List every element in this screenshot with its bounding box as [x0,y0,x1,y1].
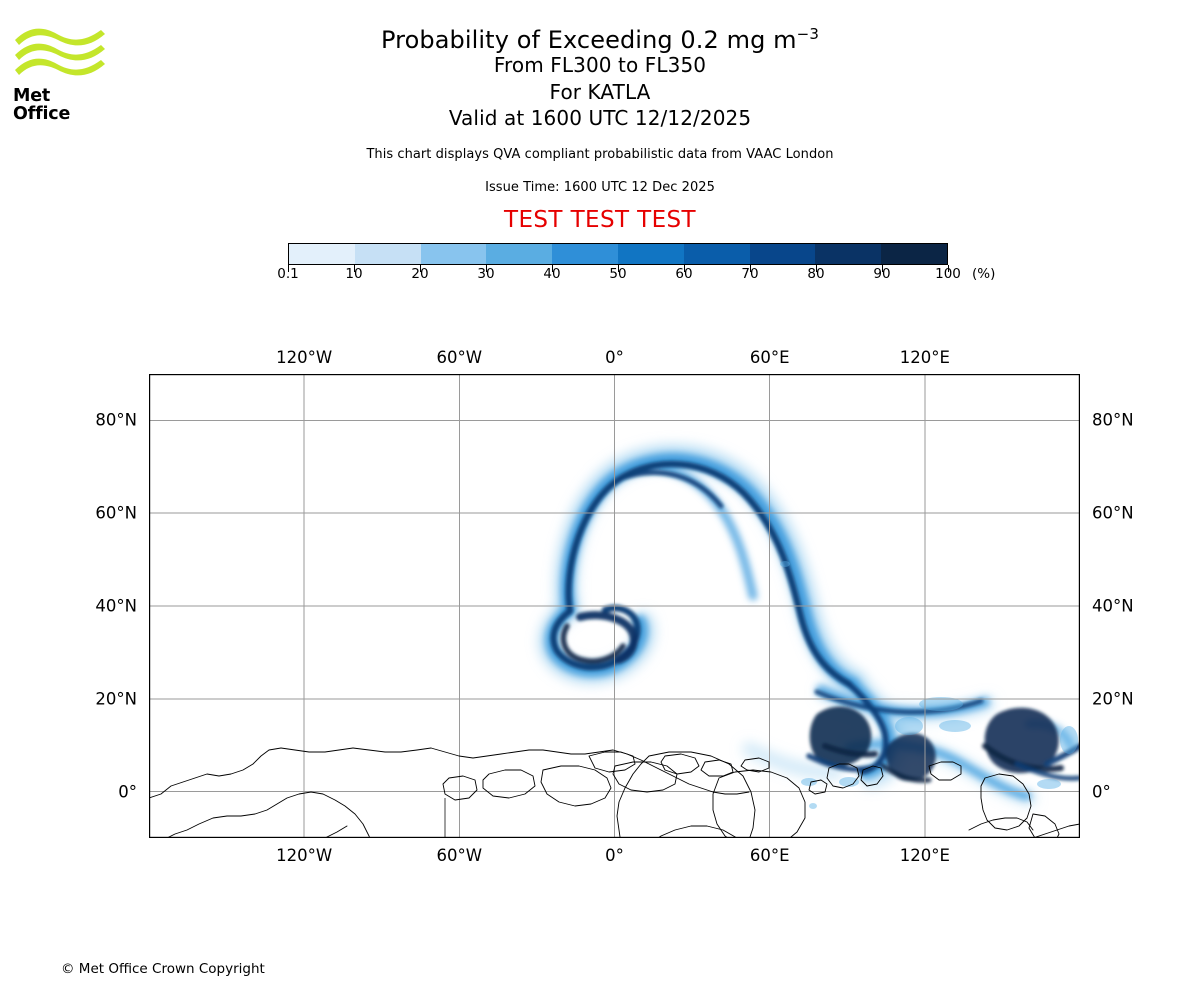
axis-label-left-80°N: 80°N [95,410,137,430]
colorbar-segment-6 [683,244,750,264]
world-map [149,374,1080,838]
colorbar-tick-40 [552,265,553,272]
subtitle-valid-time: Valid at 1600 UTC 12/12/2025 [448,106,752,130]
met-office-wave-icon [15,28,105,76]
colorbar-tick-100 [948,265,949,272]
colorbar-tick-label-100: 100 [935,266,961,282]
copyright-notice: © Met Office Crown Copyright [61,961,265,977]
axis-label-top-120°E: 120°E [899,348,950,367]
axis-label-left-0°: 0° [118,782,137,802]
colorbar-tick-labels: 0.1 10 20 30 40 50 60 70 80 90 100 [0,266,1200,286]
colorbar-segment-5 [617,244,684,264]
colorbar-tick-label-10: 10 [345,266,363,282]
colorbar-segment-7 [749,244,816,264]
colorbar-tick-90 [882,265,883,272]
issue-time: Issue Time: 1600 UTC 12 Dec 2025 [485,179,715,195]
met-office-logo [13,24,108,116]
colorbar-tick-label-90: 90 [873,266,891,282]
coastlines [149,747,1080,838]
colorbar-tick-60 [684,265,685,272]
colorbar-tick-70 [750,265,751,272]
axis-label-bottom-120°W: 120°W [276,846,333,865]
colorbar-tick-10 [354,265,355,272]
colorbar-tick-label-50: 50 [609,266,627,282]
colorbar-segment-2 [420,244,487,264]
test-banner: TEST TEST TEST [504,206,696,233]
axis-label-bottom-60°W: 60°W [436,846,483,865]
subtitle-flight-levels: From FL300 to FL350 [493,53,707,77]
axis-label-top-0°: 0° [605,348,624,367]
colorbar-tick-label-30: 30 [477,266,495,282]
axis-label-top-120°W: 120°W [276,348,333,367]
map-frame-border [149,374,1080,838]
colorbar-tick-20 [420,265,421,272]
colorbar-tick-label-80: 80 [807,266,825,282]
colorbar-segment-4 [552,244,618,264]
page-title: Probability of Exceeding 0.2 mg m−3 [0,0,1200,54]
colorbar-tick-label-20: 20 [411,266,429,282]
axis-label-top-60°E: 60°E [749,348,790,367]
colorbar-tick-80 [816,265,817,272]
colorbar-segment-3 [486,244,553,264]
axis-label-right-0°: 0° [1092,782,1111,802]
met-office-logo-text: Met Office [13,86,71,124]
colorbar-tick-30 [486,265,487,272]
chart-note: This chart displays QVA compliant probab… [366,146,834,162]
axis-label-bottom-60°E: 60°E [749,846,790,865]
colorbar-tick-label-70: 70 [741,266,759,282]
colorbar-segment-9 [881,244,947,264]
page-title-exponent: −3 [796,25,819,43]
country-borders [444,798,446,838]
page-title-text: Probability of Exceeding 0.2 mg m [381,26,797,54]
colorbar-segment-8 [815,244,882,264]
map-gridlines [149,374,1080,838]
colorbar-segment-1 [354,244,421,264]
axis-label-right-40°N: 40°N [1092,596,1134,616]
axis-label-bottom-120°E: 120°E [899,846,950,865]
colorbar-tick-50 [618,265,619,272]
axis-label-left-20°N: 20°N [95,689,137,709]
axis-label-right-20°N: 20°N [1092,689,1134,709]
colorbar-tick-label-0.1: 0.1 [277,266,299,282]
colorbar-segment-0 [289,244,355,264]
colorbar-tick-label-40: 40 [543,266,561,282]
colorbar-unit-label: (%) [972,266,996,282]
colorbar [288,243,948,265]
chart-header: Probability of Exceeding 0.2 mg m−3 From… [0,0,1200,232]
axis-label-left-40°N: 40°N [95,596,137,616]
colorbar-tick-0.1 [288,265,289,272]
axis-label-top-60°W: 60°W [436,348,483,367]
colorbar-tick-label-60: 60 [675,266,693,282]
colorbar-ticks [288,243,949,273]
colorbar-gradient [288,243,948,265]
subtitle-volcano: For KATLA [549,79,651,104]
axis-label-right-80°N: 80°N [1092,410,1134,430]
map-plot-area[interactable] [149,374,1080,838]
ash-plume-layer [538,444,1080,809]
axis-label-right-60°N: 60°N [1092,503,1134,523]
axis-label-bottom-0°: 0° [605,846,624,865]
axis-label-left-60°N: 60°N [95,503,137,523]
